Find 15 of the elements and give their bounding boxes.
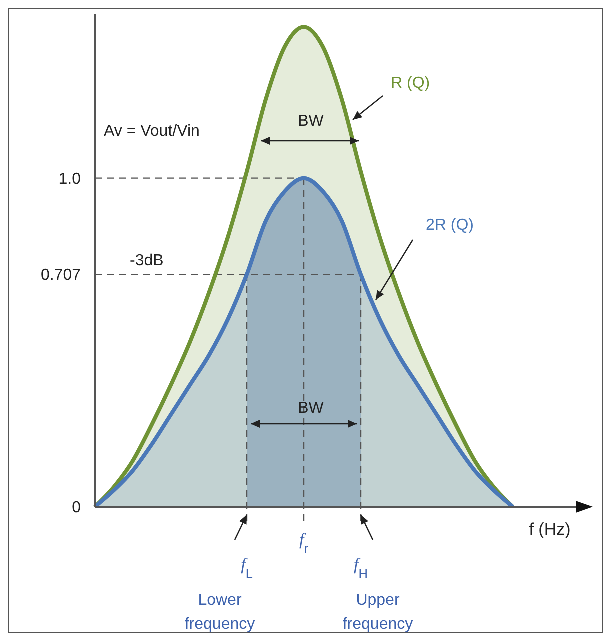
text: Upper frequency: [342, 592, 414, 633]
annotation: BW: [298, 400, 325, 417]
text: 2R (Q): [426, 217, 474, 234]
x-axis-title: f (Hz): [529, 520, 571, 539]
text: R (Q): [391, 75, 430, 92]
x-tick-label: f$_{H}$: [354, 555, 368, 580]
y-tick-label: 1.0: [58, 170, 82, 188]
y-axis-title: Av = Vout/Vin: [104, 123, 200, 140]
x-tick-label: f$_{L}$: [241, 555, 253, 580]
text: Lower frequency: [184, 592, 256, 633]
annotation: BW: [298, 113, 325, 130]
x-tick-label: f$_{r}$: [300, 530, 310, 556]
y-tick-label: 0: [72, 500, 82, 517]
ref-line-label: -3dB: [130, 252, 164, 270]
y-tick-label: 0.707: [40, 267, 82, 284]
